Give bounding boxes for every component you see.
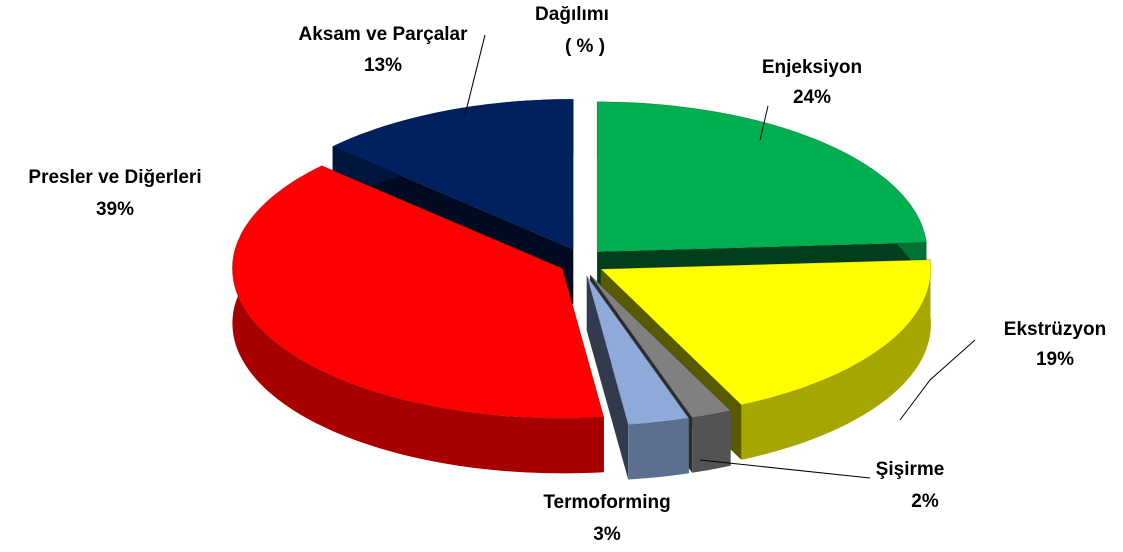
leader-line xyxy=(899,339,976,421)
slice xyxy=(589,274,732,419)
slice-label: Presler ve Diğerleri xyxy=(28,167,201,188)
slice-edge-face xyxy=(586,275,629,480)
slice-side xyxy=(232,165,604,474)
slice-label: Şişirme xyxy=(876,459,945,480)
slice-label: Termoforming xyxy=(543,492,670,513)
leader-line xyxy=(464,34,486,116)
value-label: 3% xyxy=(593,524,621,545)
slice-side xyxy=(741,259,931,460)
slice-label: Aksam ve Parçalar xyxy=(298,24,468,45)
chart-title: Dağılımı xyxy=(535,4,609,25)
value-label: 19% xyxy=(1036,349,1074,370)
slice xyxy=(586,275,690,426)
slice-side xyxy=(692,410,731,473)
value-label: 39% xyxy=(96,199,134,220)
slice-label: Enjeksiyon xyxy=(762,57,862,78)
slice xyxy=(231,165,605,419)
labels: Enjeksiyon 24% Ekstrüzyon 19% Şişirme 2% Termo… xyxy=(28,24,1106,545)
value-label: 24% xyxy=(793,87,831,108)
slice-label: Ekstrüzyon xyxy=(1004,319,1106,340)
slice xyxy=(331,98,574,250)
slice xyxy=(599,259,932,406)
leader-line xyxy=(699,459,871,479)
slice xyxy=(596,101,927,253)
value-label: 13% xyxy=(364,55,402,76)
leader-line xyxy=(759,105,769,141)
value-label: 2% xyxy=(911,491,939,512)
chart-subtitle: ( % ) xyxy=(565,36,605,57)
slice-side xyxy=(628,418,689,480)
tops xyxy=(231,98,932,426)
